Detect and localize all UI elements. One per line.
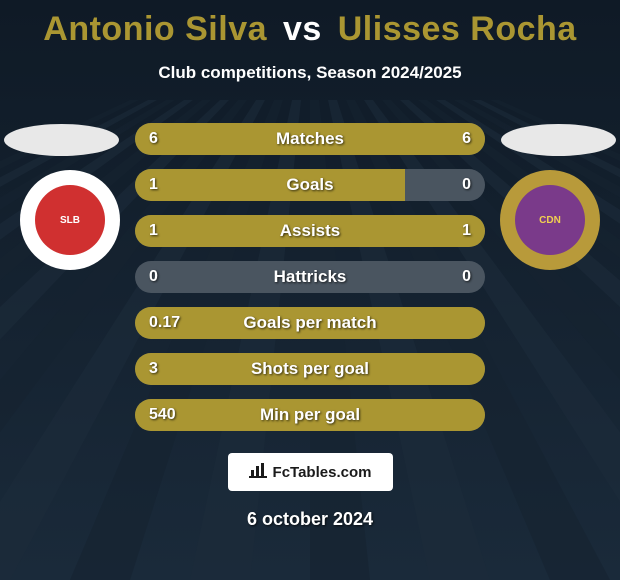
- stat-left-value: 1: [149, 176, 158, 194]
- stat-row: 3 Shots per goal: [135, 353, 485, 385]
- player2-crest-text: CDN: [539, 215, 561, 226]
- stat-left-value: 6: [149, 130, 158, 148]
- player2-club-badge: CDN: [500, 170, 600, 270]
- player1-name-plate: [4, 124, 119, 156]
- stat-row: 6 Matches 6: [135, 123, 485, 155]
- stat-row: 0 Hattricks 0: [135, 261, 485, 293]
- stat-label: Goals: [286, 175, 333, 195]
- date-text: 6 october 2024: [247, 509, 373, 530]
- subtitle: Club competitions, Season 2024/2025: [158, 63, 461, 83]
- stat-right-value: 6: [462, 130, 471, 148]
- site-logo: FcTables.com: [228, 453, 393, 491]
- site-logo-text: FcTables.com: [273, 464, 372, 481]
- page-title: Antonio Silva vs Ulisses Rocha: [43, 10, 576, 49]
- stat-left-value: 0: [149, 268, 158, 286]
- player1-crest-text: SLB: [60, 215, 80, 226]
- vs-text: vs: [283, 10, 322, 48]
- stat-left-value: 0.17: [149, 314, 180, 332]
- stat-row: 1 Assists 1: [135, 215, 485, 247]
- stat-right-value: 1: [462, 222, 471, 240]
- stat-label: Goals per match: [243, 313, 376, 333]
- player2-crest: CDN: [515, 185, 585, 255]
- stat-row: 1 Goals 0: [135, 169, 485, 201]
- stat-right-value: 0: [462, 176, 471, 194]
- stat-label: Assists: [280, 221, 340, 241]
- stat-right-value: 0: [462, 268, 471, 286]
- stat-label: Matches: [276, 129, 344, 149]
- player2-name-plate: [501, 124, 616, 156]
- player1-crest: SLB: [35, 185, 105, 255]
- stat-left-value: 540: [149, 406, 176, 424]
- stat-label: Min per goal: [260, 405, 360, 425]
- stats-container: 6 Matches 6 1 Goals 0 1 Assists 1 0 Hattricks 0 0.17…: [135, 123, 485, 431]
- stat-row: 0.17 Goals per match: [135, 307, 485, 339]
- stat-left-value: 3: [149, 360, 158, 378]
- chart-icon: [249, 462, 267, 483]
- player1-name: Antonio Silva: [43, 10, 267, 48]
- player2-name: Ulisses Rocha: [338, 10, 577, 48]
- stat-row: 540 Min per goal: [135, 399, 485, 431]
- stat-label: Hattricks: [274, 267, 347, 287]
- player1-club-badge: SLB: [20, 170, 120, 270]
- stat-left-value: 1: [149, 222, 158, 240]
- stat-label: Shots per goal: [251, 359, 369, 379]
